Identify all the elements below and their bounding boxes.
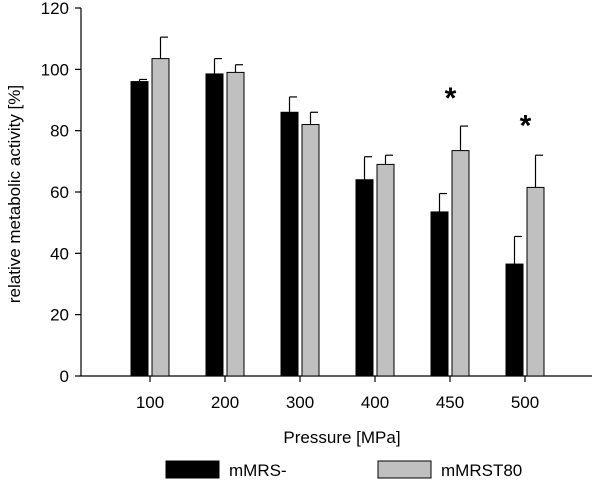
x-tick-label: 450: [436, 393, 464, 412]
x-tick-label: 400: [361, 393, 389, 412]
y-tick-label: 60: [50, 183, 69, 202]
significance-marker: *: [520, 109, 532, 142]
legend-label-mMRST80: mMRST80: [441, 461, 522, 480]
y-tick-label: 120: [41, 0, 69, 18]
y-tick-label: 80: [50, 122, 69, 141]
bar-mMRS--500: [505, 263, 524, 377]
y-tick-label: 40: [50, 244, 69, 263]
y-tick-label: 100: [41, 60, 69, 79]
bar-mMRS--100: [130, 81, 149, 377]
y-axis: 0 20 40 60 80 100 120: [41, 0, 82, 386]
legend: mMRS-mMRST80: [165, 460, 522, 480]
significance-marker: *: [445, 82, 457, 115]
bar-mMRST80-100: [151, 58, 170, 377]
x-axis: 100 200 300 400 450 500: [81, 375, 592, 412]
bar-mMRST80-450: [451, 150, 470, 377]
bar-mMRS--450: [430, 211, 449, 377]
y-tick-label: 0: [60, 367, 69, 386]
y-tick-label: 20: [50, 306, 69, 325]
bars: [130, 36, 545, 377]
bar-mMRST80-500: [526, 186, 545, 377]
y-axis-label: relative metabolic activity [%]: [5, 85, 24, 303]
bar-mMRST80-400: [376, 163, 395, 377]
annotations: **: [445, 82, 532, 143]
bar-mMRS--300: [280, 111, 299, 377]
legend-label-mMRS-: mMRS-: [229, 461, 287, 480]
x-axis-label: Pressure [MPa]: [283, 428, 400, 447]
legend-swatch-mMRST80: [377, 460, 432, 479]
x-tick-label: 200: [211, 393, 239, 412]
x-tick-label: 500: [511, 393, 539, 412]
legend-swatch-mMRS-: [165, 460, 220, 479]
bar-mMRS--200: [205, 73, 224, 377]
x-tick-label: 100: [136, 393, 164, 412]
x-tick-label: 300: [286, 393, 314, 412]
bar-mMRST80-200: [226, 71, 245, 377]
bar-mMRS--400: [355, 179, 374, 377]
bar-mMRST80-300: [301, 124, 320, 377]
